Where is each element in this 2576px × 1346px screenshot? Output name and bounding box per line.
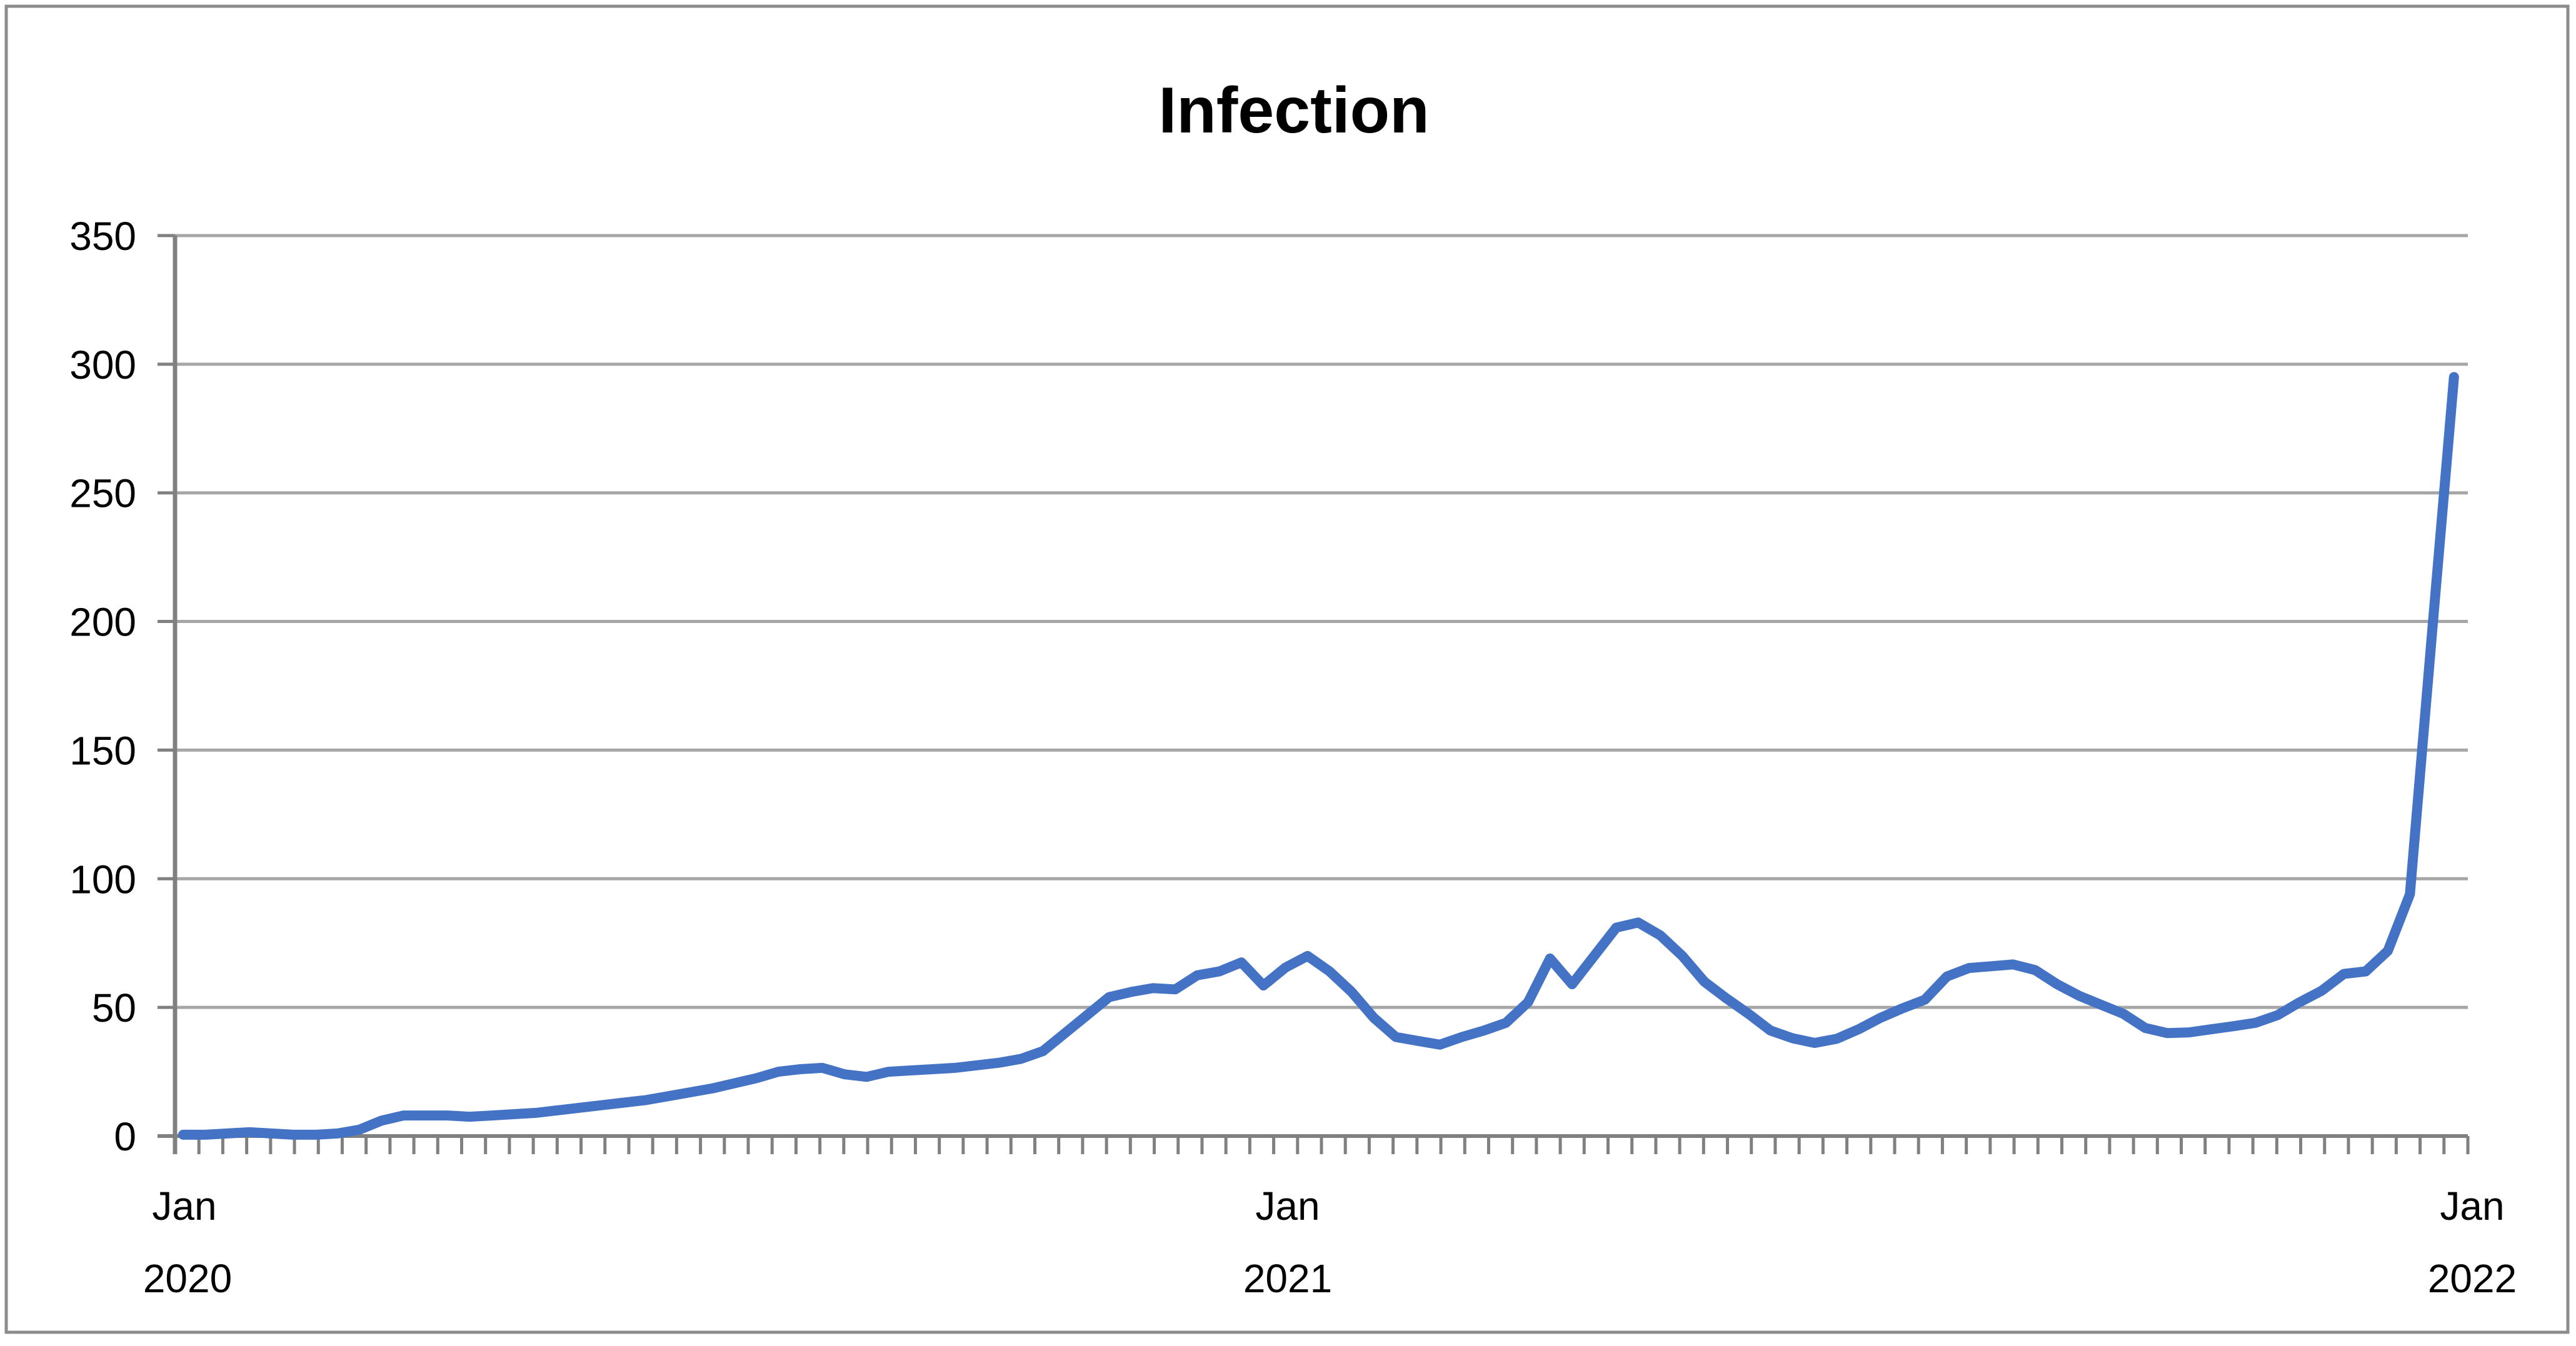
window-frame-border: [4, 4, 2570, 1334]
x-label-jan-2020-month: Jan: [152, 1184, 216, 1229]
infection-series-line: [178, 372, 2459, 1140]
x-label-jan-2022-year: 2022: [2428, 1256, 2517, 1301]
y-gridlines: [175, 234, 2468, 1009]
x-label-jan-2022-month: Jan: [2440, 1184, 2504, 1229]
y-tick-label-100: 100: [69, 857, 136, 902]
x-label-jan-2020-year: 2020: [143, 1256, 232, 1301]
y-tick-label-150: 150: [69, 728, 136, 773]
y-axis-tick-labels: 0 50 100 150 200 250 300 350: [69, 214, 136, 1159]
x-label-jan-2021-month: Jan: [1255, 1184, 1320, 1229]
y-tick-label-0: 0: [114, 1114, 136, 1159]
y-tick-label-50: 50: [92, 985, 136, 1030]
y-tick-label-350: 350: [69, 214, 136, 259]
y-tick-label-200: 200: [69, 600, 136, 645]
y-tick-label-250: 250: [69, 471, 136, 516]
y-tick-label-300: 300: [69, 342, 136, 387]
axes-and-ticks: [158, 234, 2470, 1154]
x-label-jan-2021-year: 2021: [1243, 1256, 1332, 1301]
x-axis-date-labels: Jan 2020 Jan 2021 Jan 2022: [143, 1184, 2517, 1301]
chart-title: Infection: [1158, 74, 1429, 147]
